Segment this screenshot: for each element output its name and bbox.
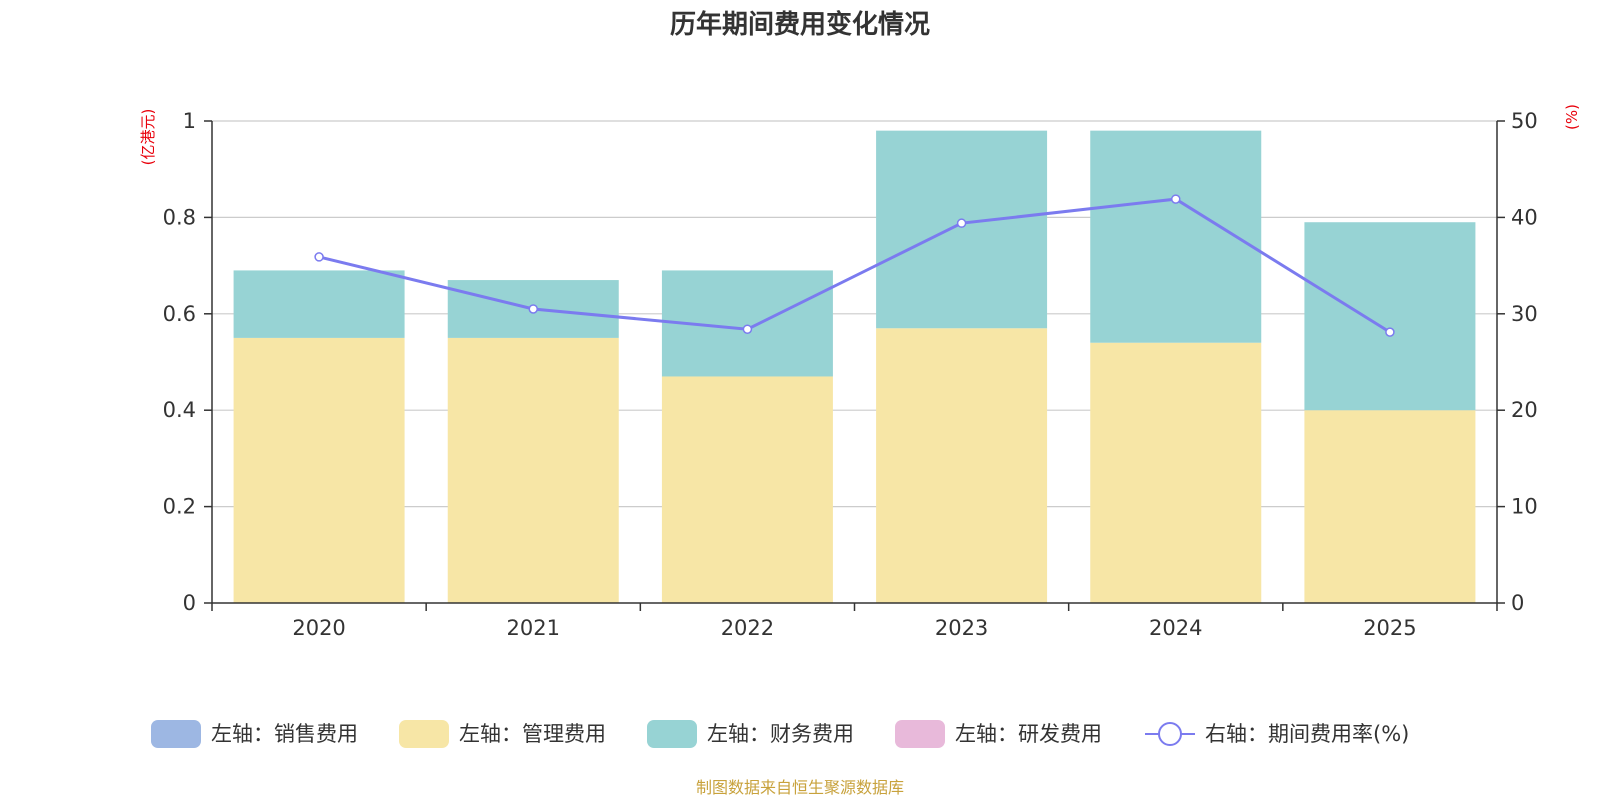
rate-point [742, 324, 753, 334]
gridlines [212, 120, 1497, 508]
left-axis-unit: (亿港元) [139, 109, 157, 166]
left-tick-label: 0.8 [163, 205, 196, 229]
bar-segment [661, 376, 833, 603]
legend-label: 左轴：管理费用 [459, 722, 606, 746]
left-tick-label: 1 [183, 109, 196, 133]
rate-point [314, 252, 324, 262]
legend-swatch [895, 720, 945, 748]
rate-line [314, 194, 1395, 337]
rate-point [1385, 327, 1395, 337]
right-axis-unit: (%) [1563, 104, 1581, 130]
legend-swatch [399, 720, 449, 748]
x-tick-label: 2025 [1363, 616, 1416, 640]
x-tick-label: 2021 [507, 616, 560, 640]
rate-point [1171, 194, 1181, 204]
bar-segment [233, 337, 405, 603]
right-tick-label: 40 [1511, 205, 1538, 229]
rate-line-path [318, 197, 1391, 334]
right-tick-label: 0 [1511, 591, 1524, 615]
bars [233, 130, 1476, 603]
right-tick-label: 10 [1511, 495, 1538, 519]
bar-segment [1304, 222, 1476, 411]
legend-marker [1158, 722, 1182, 746]
x-tick-label: 2020 [292, 616, 345, 640]
bar-segment [1090, 342, 1262, 603]
left-tick-label: 0.2 [163, 495, 196, 519]
x-tick-label: 2023 [935, 616, 988, 640]
legend-label: 右轴：期间费用率(%) [1205, 722, 1409, 746]
legend: 左轴：销售费用 左轴：管理费用 左轴：财务费用 左轴：研发费用 右轴：期间费用率(%) [151, 720, 1409, 748]
right-tick-label: 30 [1511, 302, 1538, 326]
chart-title: 历年期间费用变化情况 [670, 9, 930, 40]
legend-label: 左轴：销售费用 [211, 722, 358, 746]
x-tick-label: 2022 [721, 616, 774, 640]
bar-segment [1304, 410, 1476, 603]
bar-segment [876, 130, 1048, 329]
bar-segment [233, 270, 405, 338]
legend-swatch [151, 720, 201, 748]
legend-swatch [647, 720, 697, 748]
left-tick-label: 0.6 [163, 302, 196, 326]
rate-point [528, 304, 538, 314]
rate-point [956, 218, 967, 228]
left-tick-label: 0 [183, 591, 196, 615]
x-tick-label: 2024 [1149, 616, 1202, 640]
bar-segment [876, 328, 1048, 603]
legend-label: 左轴：财务费用 [707, 722, 854, 746]
bar-segment [447, 337, 619, 603]
legend-label: 左轴：研发费用 [955, 722, 1102, 746]
right-tick-label: 20 [1511, 398, 1538, 422]
bar-segment [1090, 130, 1262, 343]
left-tick-label: 0.4 [163, 398, 196, 422]
right-tick-label: 50 [1511, 109, 1538, 133]
source-note: 制图数据来自恒生聚源数据库 [696, 778, 904, 797]
